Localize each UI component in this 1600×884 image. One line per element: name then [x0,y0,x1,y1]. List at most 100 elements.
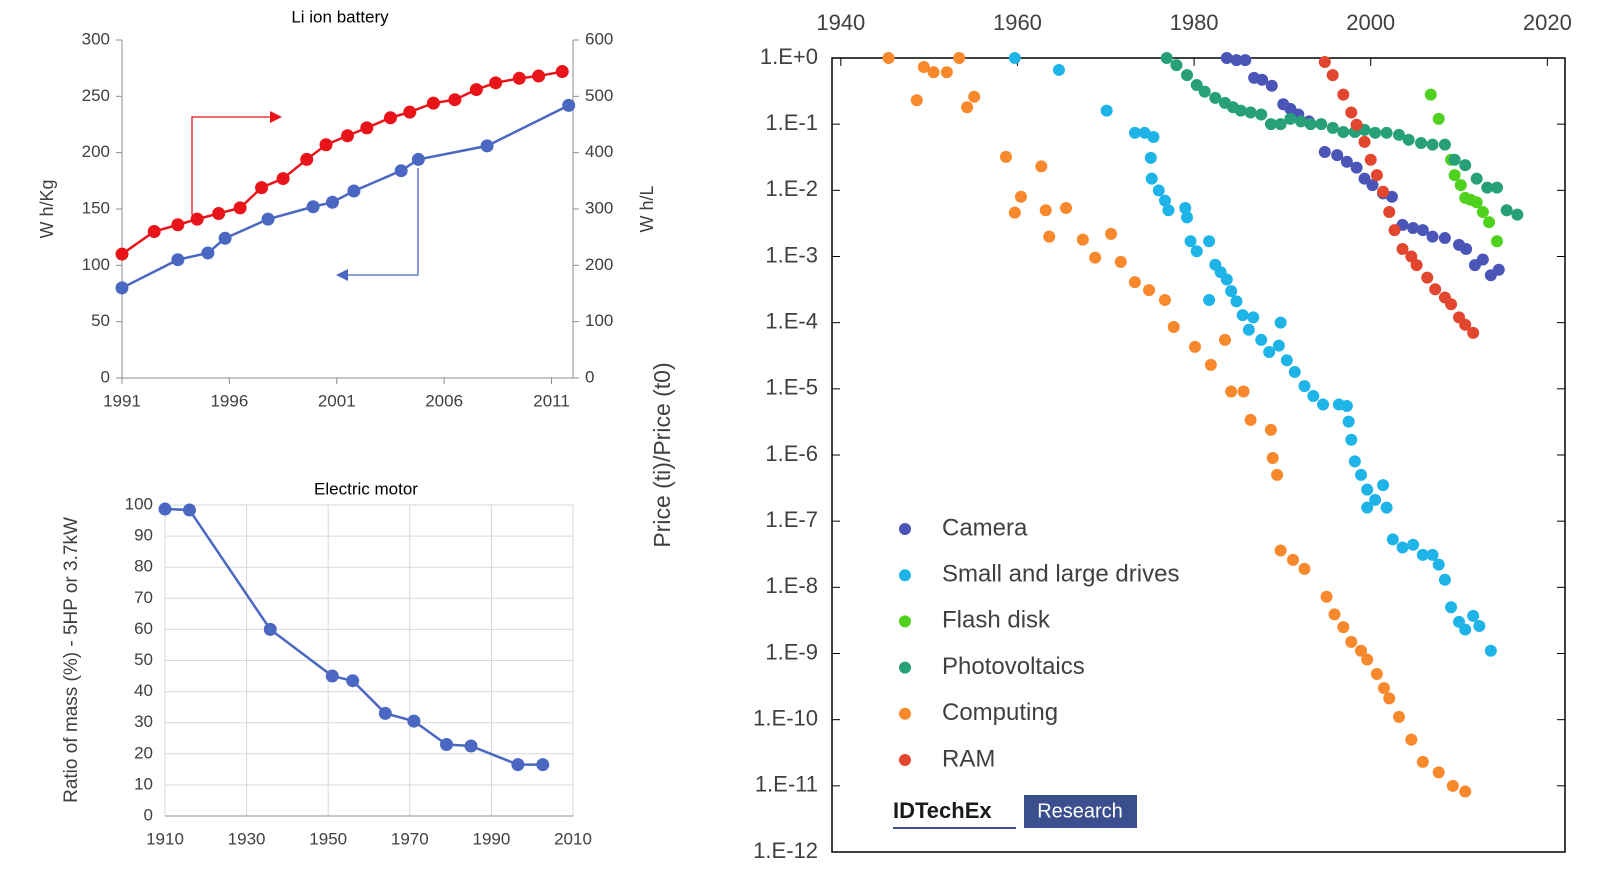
point [407,714,421,728]
point [1264,423,1277,436]
point [1298,380,1311,393]
x-tick-label: 1930 [228,829,266,848]
point [511,758,525,772]
point [1470,196,1483,209]
y-tick-label: 100 [82,255,110,274]
point [1008,52,1021,64]
y-axis-label: Ratio of mass (%) - 5HP or 3.7kW [61,517,82,803]
legend-marker [899,754,911,766]
x-tick-label: 1950 [309,829,347,848]
point [115,247,129,261]
series-line [164,507,543,766]
point [1128,126,1141,139]
y2-axis-label: W h/L [637,185,657,232]
point [1380,126,1393,139]
point [1320,590,1333,603]
point [1476,253,1489,266]
point [1284,112,1297,125]
point [910,94,923,107]
point [1218,333,1231,346]
point [917,61,930,74]
point [1255,333,1268,346]
point [940,66,953,79]
y2-tick-label: 100 [585,311,613,330]
point [1052,63,1065,76]
point [440,737,454,751]
point [469,83,483,97]
point [1244,106,1257,119]
point [1105,227,1118,240]
point [480,139,494,153]
y-tick-label: 0 [101,367,110,386]
point [1326,121,1339,134]
point [1383,692,1396,705]
point [1500,204,1513,217]
point [1492,263,1505,276]
y2-tick-label: 600 [585,29,613,48]
point [1432,766,1445,779]
y-tick-label: 10 [134,774,153,793]
x-tick-label: 1996 [210,391,248,410]
legend-marker [899,615,911,628]
point [1203,235,1216,248]
x-tick-label: 2001 [318,391,356,410]
point [1043,230,1056,243]
y-tick-label: 0 [144,805,153,824]
point [1145,172,1158,185]
point [1318,56,1331,69]
y-tick-label: 150 [82,198,110,217]
point [1470,172,1483,185]
point [1448,153,1461,166]
point [300,152,314,166]
point [1446,779,1459,792]
chart-title: Electric motor [314,479,418,498]
point [1234,104,1247,117]
y-tick-label: 100 [125,494,153,513]
point [1158,294,1171,307]
point [1345,106,1358,119]
point [1337,621,1350,634]
point [1432,112,1445,125]
point [255,181,269,195]
point [1348,455,1361,468]
point [1402,133,1415,146]
point [1511,208,1524,221]
point [1184,235,1197,248]
x-tick-label: 2000 [1346,10,1395,35]
point [1337,126,1350,139]
point [1445,601,1458,614]
y-tick-label: 1.E-5 [765,375,818,400]
point [1328,608,1341,621]
point [1242,323,1255,336]
point [147,225,161,239]
logo-box [1024,795,1137,828]
point [276,172,290,186]
y-tick-label: 1.E-9 [765,639,818,664]
point [1445,298,1458,311]
point [1167,321,1180,334]
point [999,150,1012,163]
legend-label: Small and large drives [942,561,1179,588]
point [383,111,397,125]
y-tick-label: 1.E-11 [755,772,818,797]
x-tick-label: 1910 [146,829,184,848]
point [1179,202,1192,215]
point [347,184,361,198]
point [1237,385,1250,398]
point [1392,710,1405,723]
legend-label: Photovoltaics [942,653,1085,680]
point [1315,118,1328,131]
point [218,231,232,245]
point [1076,233,1089,246]
arrow-red [191,111,282,215]
point [1438,573,1451,586]
y-tick-label: 50 [134,650,153,669]
point [1307,389,1320,402]
point [1236,309,1249,322]
y-tick-label: 1.E-2 [765,176,818,201]
point [1432,558,1445,571]
y2-tick-label: 500 [585,86,613,105]
point [1484,644,1497,657]
point [378,706,392,720]
